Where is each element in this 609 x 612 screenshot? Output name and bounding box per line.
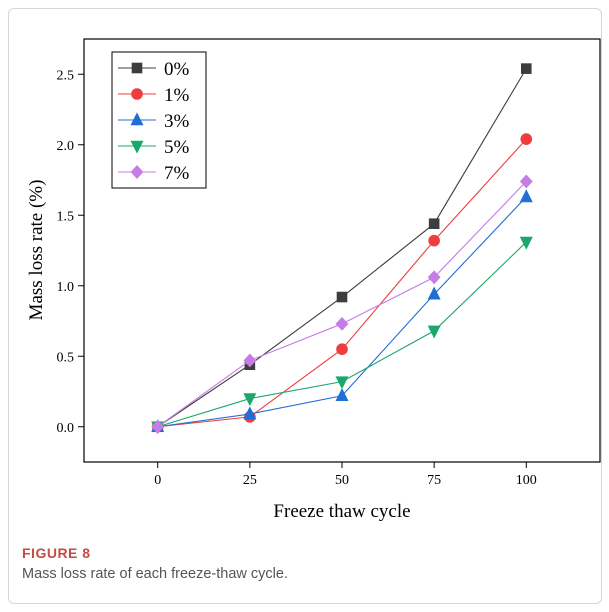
data-point bbox=[243, 393, 257, 407]
x-tick-label: 0 bbox=[154, 473, 161, 488]
data-point bbox=[336, 343, 348, 356]
series-5pct bbox=[151, 236, 533, 435]
legend-marker bbox=[130, 165, 144, 179]
data-point bbox=[520, 133, 533, 145]
data-point bbox=[151, 419, 165, 434]
data-point bbox=[519, 236, 533, 250]
data-point bbox=[519, 189, 533, 203]
legend-label: 3% bbox=[164, 111, 190, 132]
figure-label: FIGURE 8 bbox=[22, 545, 91, 561]
data-point bbox=[243, 353, 257, 368]
data-point bbox=[427, 270, 441, 285]
x-tick-label: 75 bbox=[427, 473, 441, 488]
y-tick-label: 2.5 bbox=[57, 68, 75, 83]
x-axis-title: Freeze thaw cycle bbox=[273, 501, 410, 522]
series-line bbox=[157, 68, 527, 428]
legend-marker bbox=[131, 88, 143, 100]
data-point bbox=[427, 286, 441, 300]
data-point bbox=[519, 174, 533, 189]
data-point bbox=[428, 234, 440, 247]
data-point bbox=[336, 291, 348, 303]
legend: 0% 1% 3% 5% 7% bbox=[111, 51, 207, 189]
y-axis-title: Mass loss rate (%) bbox=[26, 180, 47, 321]
legend-marker bbox=[131, 62, 143, 74]
y-tick-label: 0.5 bbox=[57, 350, 75, 365]
data-point bbox=[335, 316, 349, 331]
legend-label: 1% bbox=[164, 85, 190, 106]
x-tick-label: 50 bbox=[335, 473, 349, 488]
data-point bbox=[243, 406, 257, 420]
y-tick-label: 0.0 bbox=[57, 421, 75, 436]
legend-marker bbox=[130, 112, 144, 126]
data-point bbox=[520, 63, 532, 74]
y-tick-label: 2.0 bbox=[57, 139, 75, 154]
data-point bbox=[335, 376, 349, 390]
legend-label: 0% bbox=[164, 59, 190, 80]
series-3pct bbox=[151, 189, 533, 433]
legend-label: 7% bbox=[164, 163, 190, 184]
data-point bbox=[428, 218, 440, 230]
series-7pct bbox=[151, 174, 533, 434]
x-tick-label: 25 bbox=[243, 473, 257, 488]
data-point bbox=[335, 388, 349, 402]
figure-caption: Mass loss rate of each freeze-thaw cycle… bbox=[22, 566, 288, 582]
legend-label: 5% bbox=[164, 137, 190, 158]
y-tick-label: 1.0 bbox=[57, 280, 75, 295]
x-tick-label: 100 bbox=[516, 473, 537, 488]
y-tick-label: 1.5 bbox=[57, 209, 75, 224]
data-point bbox=[427, 325, 441, 339]
legend-marker bbox=[130, 140, 144, 154]
